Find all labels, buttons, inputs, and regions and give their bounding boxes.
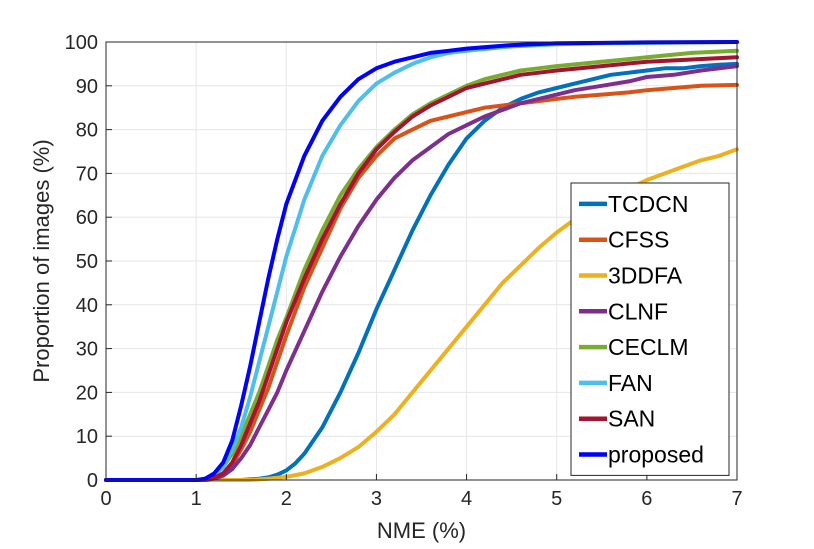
series-line-clnf <box>104 64 739 482</box>
series-line-san <box>104 55 739 482</box>
x-tick-label: 6 <box>641 488 652 510</box>
x-tick-label: 1 <box>191 488 202 510</box>
series-line-cfss <box>104 82 739 482</box>
series-line-tcdcn <box>104 61 739 482</box>
y-tick-label: 30 <box>76 339 98 361</box>
x-tick-label: 0 <box>100 488 111 510</box>
series-line-3ddfa <box>104 147 739 482</box>
x-tick-label: 2 <box>281 488 292 510</box>
y-axis-title: Proportion of images (%) <box>29 139 54 382</box>
legend-label: CFSS <box>608 227 669 253</box>
legend-label: TCDCN <box>608 191 689 217</box>
x-tick-label: 4 <box>461 488 472 510</box>
y-tick-label: 60 <box>76 207 98 229</box>
series-lines <box>104 40 739 482</box>
legend-label: proposed <box>608 442 704 468</box>
legend-box <box>570 182 730 476</box>
y-tick-label: 0 <box>87 470 98 492</box>
y-tick-label: 50 <box>76 251 98 273</box>
y-tick-label: 20 <box>76 382 98 404</box>
series-line-proposed <box>104 40 739 482</box>
legend-label: CECLM <box>608 334 689 360</box>
legend-label: FAN <box>608 370 653 396</box>
legend-label: CLNF <box>608 298 668 324</box>
x-tick-label: 5 <box>551 488 562 510</box>
legend-label: SAN <box>608 406 655 432</box>
y-tick-label: 90 <box>76 76 98 98</box>
y-tick-label: 100 <box>65 32 98 54</box>
y-tick-label: 40 <box>76 295 98 317</box>
y-tick-label: 70 <box>76 163 98 185</box>
y-tick-label: 80 <box>76 120 98 142</box>
x-tick-label: 7 <box>731 488 742 510</box>
x-axis-title: NME (%) <box>377 518 466 543</box>
y-tick-label: 10 <box>76 426 98 448</box>
legend-label: 3DDFA <box>608 263 683 289</box>
x-tick-label: 3 <box>371 488 382 510</box>
legend: TCDCN CFSS 3DDFA CLNF CECLM FAN SAN proposed <box>570 182 730 476</box>
